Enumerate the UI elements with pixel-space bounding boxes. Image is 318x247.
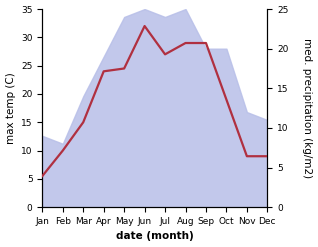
Y-axis label: med. precipitation (kg/m2): med. precipitation (kg/m2): [302, 38, 313, 178]
X-axis label: date (month): date (month): [116, 231, 194, 242]
Y-axis label: max temp (C): max temp (C): [5, 72, 16, 144]
